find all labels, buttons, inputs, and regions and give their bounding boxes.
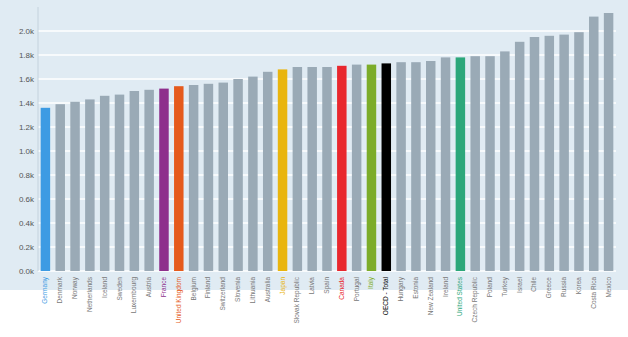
bar	[41, 108, 50, 271]
bar	[204, 84, 213, 271]
category-label: Ireland	[442, 277, 449, 297]
tick-label: 1.8k	[19, 51, 35, 60]
bar	[411, 62, 420, 271]
bar	[263, 72, 272, 271]
tick-label: 1.0k	[19, 147, 35, 156]
bar	[515, 42, 524, 271]
bar	[352, 65, 361, 271]
grid-line	[38, 30, 616, 32]
bar	[367, 65, 376, 271]
bar	[144, 90, 153, 271]
bar	[456, 57, 465, 271]
bar	[545, 36, 554, 271]
category-label: Luxembourg	[130, 277, 138, 314]
category-label: Austria	[145, 277, 152, 298]
bar	[307, 67, 316, 271]
bar	[470, 56, 479, 271]
bar	[574, 32, 583, 271]
grid-line	[38, 54, 616, 56]
bar	[382, 63, 391, 271]
bar	[189, 85, 198, 271]
category-label: Canada	[338, 277, 345, 300]
tick-label: 0.6k	[19, 195, 35, 204]
category-label: Slovenia	[234, 277, 241, 302]
category-label: France	[160, 277, 167, 298]
tick-label: 1.2k	[19, 123, 35, 132]
category-label: Chile	[530, 277, 537, 292]
tick-label: 0.4k	[19, 219, 35, 228]
bar	[219, 83, 228, 271]
bar	[248, 77, 257, 271]
category-label: United Kingdom	[175, 277, 183, 323]
bar	[322, 67, 331, 271]
category-label: Czech Republic	[471, 276, 479, 322]
category-label: Denmark	[56, 276, 63, 303]
bar	[485, 56, 494, 271]
bar	[130, 91, 139, 271]
bar	[396, 62, 405, 271]
bar	[441, 57, 450, 271]
bar	[278, 69, 287, 271]
category-label: Slovak Republic	[293, 276, 301, 323]
tick-label: 0.0k	[19, 267, 35, 276]
bar	[100, 96, 109, 271]
category-label: Norway	[71, 276, 79, 299]
category-label: Mexico	[605, 277, 612, 298]
bar	[530, 37, 539, 271]
bar	[159, 89, 168, 271]
category-label: Italy	[367, 276, 375, 289]
category-label: Belgium	[190, 277, 198, 300]
category-label: Finland	[204, 277, 211, 299]
category-label: Poland	[486, 277, 493, 298]
bar	[589, 17, 598, 271]
category-label: Costa Rica	[590, 277, 597, 309]
category-label: Turkey	[501, 276, 509, 296]
category-label: OECD - Total	[382, 276, 389, 315]
category-label: Russia	[560, 277, 567, 297]
bar	[233, 79, 242, 271]
bar	[337, 66, 346, 271]
bar	[70, 102, 79, 271]
category-label: Portugal	[353, 276, 361, 301]
bar	[426, 61, 435, 271]
bar	[174, 86, 183, 271]
bar	[85, 99, 94, 271]
bar	[604, 13, 613, 271]
bar	[115, 95, 124, 271]
tick-label: 0.8k	[19, 171, 35, 180]
category-label: Switzerland	[219, 277, 226, 311]
category-label: Netherlands	[86, 276, 93, 312]
category-label: Spain	[323, 277, 331, 294]
category-label: Germany	[41, 276, 49, 303]
tick-label: 1.4k	[19, 99, 35, 108]
category-label: United States	[456, 276, 463, 316]
category-label: Israel	[516, 276, 523, 292]
category-label: Iceland	[101, 277, 108, 298]
category-label: Estonia	[412, 277, 419, 299]
tick-label: 2.0k	[19, 27, 35, 36]
bars	[41, 13, 614, 271]
category-label: Korea	[575, 277, 582, 295]
category-label: Sweden	[116, 277, 123, 301]
chart: 0.0k 0.2k 0.4k 0.6k 0.8k 1.0k 1.2k 1.4k 1.6k 1.8k…	[0, 0, 628, 337]
background	[0, 0, 628, 290]
category-label: Hungary	[397, 276, 405, 301]
tick-label: 0.2k	[19, 243, 35, 252]
bar	[55, 104, 64, 271]
category-label: Australia	[264, 277, 271, 303]
category-label: Japan	[279, 277, 287, 295]
tick-label: 1.6k	[19, 75, 35, 84]
category-label: Lithuania	[249, 277, 256, 304]
category-label: Greece	[545, 277, 552, 299]
category-label: Latvia	[308, 277, 315, 295]
bar	[293, 67, 302, 271]
y-axis-line	[38, 7, 39, 271]
category-label: New Zealand	[427, 277, 434, 316]
bar	[559, 35, 568, 271]
bar	[500, 51, 509, 271]
